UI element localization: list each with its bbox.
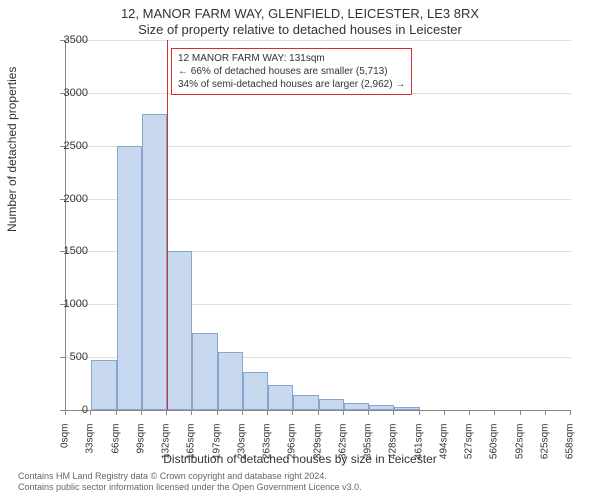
- y-tick-label: 1500: [64, 245, 88, 257]
- x-tick-label: 494sqm: [438, 424, 449, 484]
- y-tick-label: 2500: [64, 140, 88, 152]
- x-tick-label: 132sqm: [161, 424, 172, 484]
- x-tick-mark: [520, 410, 521, 415]
- x-tick-label: 461sqm: [413, 424, 424, 484]
- marker-info-line: 12 MANOR FARM WAY: 131sqm: [178, 52, 405, 65]
- marker-info-box: 12 MANOR FARM WAY: 131sqm← 66% of detach…: [171, 48, 412, 95]
- x-tick-mark: [393, 410, 394, 415]
- y-tick-mark: [60, 199, 65, 200]
- x-tick-mark: [90, 410, 91, 415]
- y-tick-mark: [60, 93, 65, 94]
- x-tick-mark: [141, 410, 142, 415]
- x-tick-mark: [65, 410, 66, 415]
- histogram-bar: [167, 251, 192, 410]
- chart-plot-area: 12 MANOR FARM WAY: 131sqm← 66% of detach…: [65, 40, 571, 411]
- y-tick-label: 500: [70, 351, 88, 363]
- x-tick-label: 395sqm: [363, 424, 374, 484]
- histogram-bar: [91, 360, 116, 410]
- histogram-bar: [394, 407, 419, 410]
- x-tick-mark: [545, 410, 546, 415]
- y-tick-label: 0: [82, 404, 88, 416]
- x-tick-label: 99sqm: [135, 424, 146, 484]
- x-tick-label: 0sqm: [60, 424, 71, 484]
- x-tick-label: 66sqm: [110, 424, 121, 484]
- x-tick-mark: [318, 410, 319, 415]
- x-tick-mark: [570, 410, 571, 415]
- x-tick-mark: [469, 410, 470, 415]
- chart-title-sub: Size of property relative to detached ho…: [0, 22, 600, 37]
- y-tick-label: 1000: [64, 298, 88, 310]
- y-axis-label: Number of detached properties: [5, 67, 19, 232]
- x-tick-label: 592sqm: [514, 424, 525, 484]
- histogram-bar: [369, 405, 394, 410]
- y-tick-mark: [60, 251, 65, 252]
- x-tick-label: 428sqm: [388, 424, 399, 484]
- x-tick-mark: [191, 410, 192, 415]
- footer-line-2: Contains public sector information licen…: [18, 482, 362, 494]
- x-tick-label: 296sqm: [287, 424, 298, 484]
- histogram-bar: [243, 372, 268, 410]
- x-tick-label: 197sqm: [211, 424, 222, 484]
- x-tick-label: 230sqm: [236, 424, 247, 484]
- x-tick-label: 625sqm: [539, 424, 550, 484]
- x-tick-mark: [292, 410, 293, 415]
- marker-info-line: 34% of semi-detached houses are larger (…: [178, 78, 405, 91]
- x-tick-mark: [166, 410, 167, 415]
- histogram-bar: [192, 333, 217, 410]
- marker-line: [167, 40, 168, 410]
- x-tick-mark: [242, 410, 243, 415]
- x-tick-mark: [444, 410, 445, 415]
- histogram-bar: [293, 395, 318, 410]
- histogram-bar: [319, 399, 344, 410]
- chart-title-main: 12, MANOR FARM WAY, GLENFIELD, LEICESTER…: [0, 6, 600, 21]
- x-tick-mark: [419, 410, 420, 415]
- y-tick-label: 3000: [64, 87, 88, 99]
- x-tick-label: 329sqm: [312, 424, 323, 484]
- histogram-bar: [142, 114, 167, 410]
- y-tick-label: 3500: [64, 34, 88, 46]
- histogram-bar: [117, 146, 142, 410]
- x-tick-label: 362sqm: [337, 424, 348, 484]
- x-tick-mark: [116, 410, 117, 415]
- y-tick-mark: [60, 40, 65, 41]
- marker-info-line: ← 66% of detached houses are smaller (5,…: [178, 65, 405, 78]
- y-tick-label: 2000: [64, 193, 88, 205]
- x-tick-mark: [343, 410, 344, 415]
- x-tick-mark: [267, 410, 268, 415]
- x-tick-label: 658sqm: [565, 424, 576, 484]
- x-tick-label: 263sqm: [262, 424, 273, 484]
- x-tick-label: 560sqm: [489, 424, 500, 484]
- x-tick-mark: [217, 410, 218, 415]
- y-tick-mark: [60, 304, 65, 305]
- y-tick-mark: [60, 146, 65, 147]
- x-tick-label: 165sqm: [186, 424, 197, 484]
- histogram-bar: [344, 403, 369, 410]
- gridline: [66, 40, 571, 41]
- x-tick-mark: [494, 410, 495, 415]
- x-tick-label: 33sqm: [85, 424, 96, 484]
- y-tick-mark: [60, 357, 65, 358]
- histogram-bar: [268, 385, 293, 410]
- histogram-bar: [218, 352, 243, 410]
- x-tick-label: 527sqm: [464, 424, 475, 484]
- x-tick-mark: [368, 410, 369, 415]
